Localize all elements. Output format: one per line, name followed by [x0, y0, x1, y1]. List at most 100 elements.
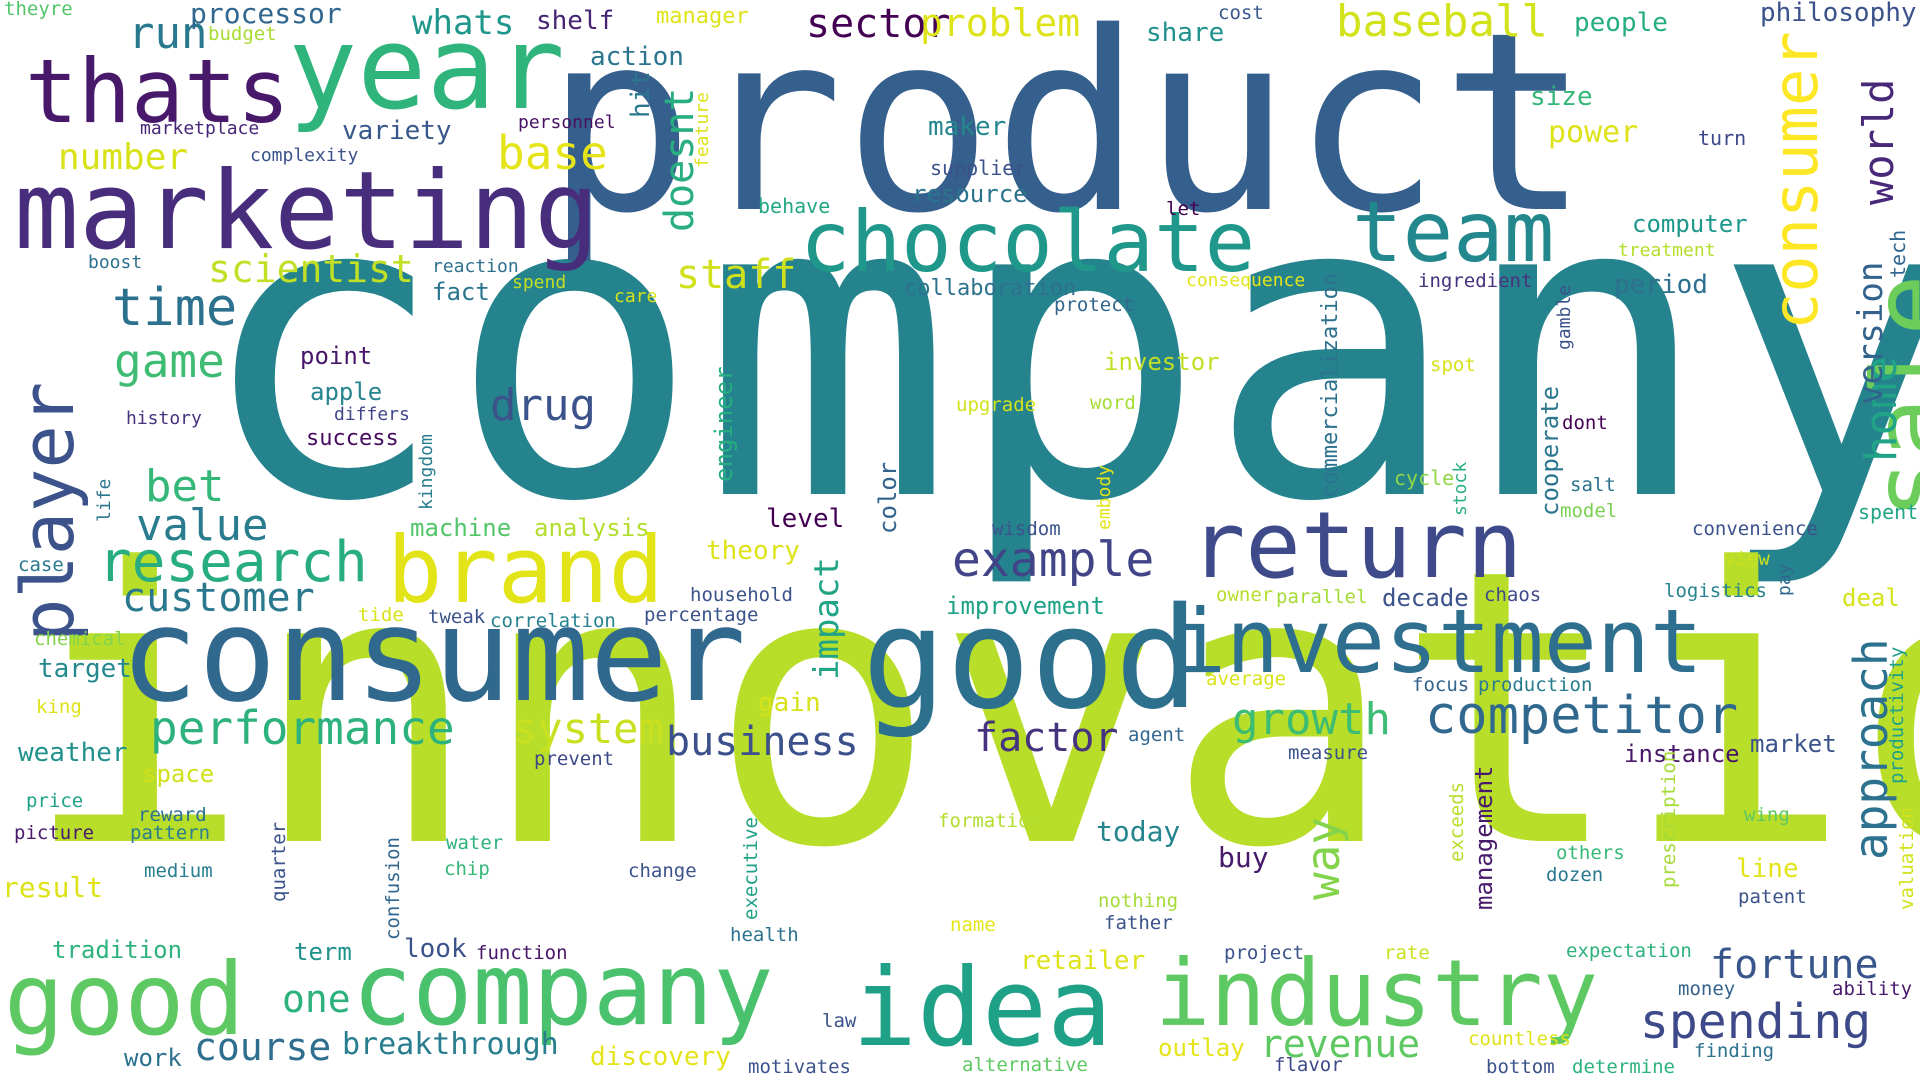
word-prevent: prevent	[534, 748, 615, 770]
word-complexity: complexity	[250, 145, 359, 166]
word-exceeds: exceeds	[1446, 781, 1468, 862]
word-way: way	[1296, 816, 1350, 900]
word-discovery: discovery	[590, 1042, 731, 1072]
word-tide: tide	[358, 604, 404, 626]
word-today: today	[1096, 815, 1181, 848]
word-fact: fact	[432, 278, 490, 306]
word-collaboration: collaboration	[904, 276, 1077, 301]
word-boost: boost	[88, 252, 143, 273]
word-water: water	[446, 832, 504, 854]
word-behave: behave	[758, 194, 831, 218]
word-space: space	[142, 760, 215, 788]
word-shelf: shelf	[536, 6, 615, 36]
word-processor: processor	[190, 0, 342, 30]
word-resource: resource	[912, 180, 1028, 208]
word-model: model	[1560, 500, 1618, 522]
word-cost: cost	[1218, 2, 1264, 24]
word-people: people	[1574, 8, 1668, 38]
word-fortune: fortune	[1710, 942, 1879, 988]
word-countless: countless	[1468, 1028, 1571, 1050]
word-dont: dont	[1562, 412, 1608, 434]
word-bottom: bottom	[1486, 1056, 1555, 1078]
word-apple: apple	[310, 378, 383, 406]
word-whats: whats	[412, 3, 515, 43]
word-look: look	[404, 934, 467, 964]
word-line: line	[1736, 854, 1799, 884]
word-production: production	[1478, 674, 1593, 696]
word-quarter: quarter	[268, 821, 290, 902]
word-valuation: valuation	[1896, 807, 1918, 910]
word-product: product	[545, 0, 1591, 268]
word-manager: manager	[656, 4, 749, 29]
word-brand: brand	[387, 517, 664, 624]
word-computer: computer	[1632, 210, 1748, 238]
word-differs: differs	[334, 404, 410, 425]
word-maker: maker	[928, 112, 1007, 142]
word-consequence: consequence	[1186, 270, 1306, 291]
word-father: father	[1104, 912, 1173, 934]
word-example: example	[952, 532, 1155, 588]
word-focus: focus	[1412, 674, 1470, 696]
word-parallel: parallel	[1276, 586, 1368, 608]
word-thats: thats	[25, 40, 290, 143]
word-logistics: logistics	[1664, 580, 1767, 602]
word-pay: pay	[1774, 563, 1795, 596]
word-industry: industry	[1155, 940, 1599, 1047]
word-treatment: treatment	[1618, 240, 1716, 261]
word-reaction: reaction	[432, 256, 519, 277]
word-cycle: cycle	[1394, 466, 1455, 490]
word-kingdom: kingdom	[416, 434, 437, 510]
word-formation: formation	[938, 810, 1041, 832]
word-name: name	[950, 914, 996, 936]
word-spend: spend	[512, 272, 567, 293]
word-change: change	[628, 860, 697, 882]
word-average: average	[1206, 668, 1287, 690]
word-market: market	[1750, 730, 1837, 758]
word-gamble: gamble	[1554, 284, 1575, 350]
word-productivity: productivity	[1886, 646, 1908, 784]
word-deal: deal	[1842, 584, 1900, 612]
word-tradition: tradition	[52, 936, 183, 964]
word-good: good	[862, 578, 1200, 741]
word-turn: turn	[1698, 126, 1747, 150]
word-factor: factor	[974, 715, 1119, 761]
word-chemical: chemical	[34, 628, 126, 650]
word-law: law	[822, 1010, 857, 1032]
word-retailer: retailer	[1020, 946, 1146, 976]
word-flavor: flavor	[1274, 1054, 1343, 1076]
word-stock: stock	[1450, 461, 1471, 516]
word-supplier: supplier	[930, 156, 1027, 180]
word-spending: spending	[1640, 994, 1872, 1050]
word-picture: picture	[14, 822, 95, 844]
word-customer: customer	[122, 575, 315, 621]
word-word: word	[1090, 392, 1136, 414]
word-improvement: improvement	[946, 592, 1105, 620]
word-staff: staff	[676, 252, 797, 298]
word-system: system	[512, 704, 664, 753]
word-value: value	[136, 500, 269, 551]
word-gain: gain	[758, 688, 821, 718]
word-result: result	[2, 871, 104, 904]
word-management: management	[1470, 765, 1498, 911]
word-sector: sector	[806, 1, 951, 47]
word-ingredient: ingredient	[1418, 270, 1533, 292]
word-power: power	[1548, 115, 1639, 150]
word-embody: embody	[1094, 464, 1115, 530]
word-weather: weather	[18, 738, 128, 768]
word-level: level	[766, 504, 845, 534]
word-world: world	[1854, 78, 1903, 205]
word-determine: determine	[1572, 1056, 1675, 1078]
word-project: project	[1224, 942, 1305, 964]
word-share: share	[1146, 18, 1225, 48]
word-business: business	[666, 719, 859, 765]
word-budget: budget	[208, 23, 277, 45]
word-good-2: good	[4, 941, 245, 1058]
word-care: care	[614, 286, 658, 307]
word-chocolate: chocolate	[800, 193, 1256, 291]
word-view: view	[1724, 548, 1770, 570]
word-wing: wing	[1744, 804, 1790, 826]
word-ability: ability	[1832, 978, 1913, 1000]
word-tweak: tweak	[428, 606, 486, 628]
word-revenue: revenue	[1260, 1022, 1421, 1066]
word-innovation: innovation	[22, 488, 1920, 931]
